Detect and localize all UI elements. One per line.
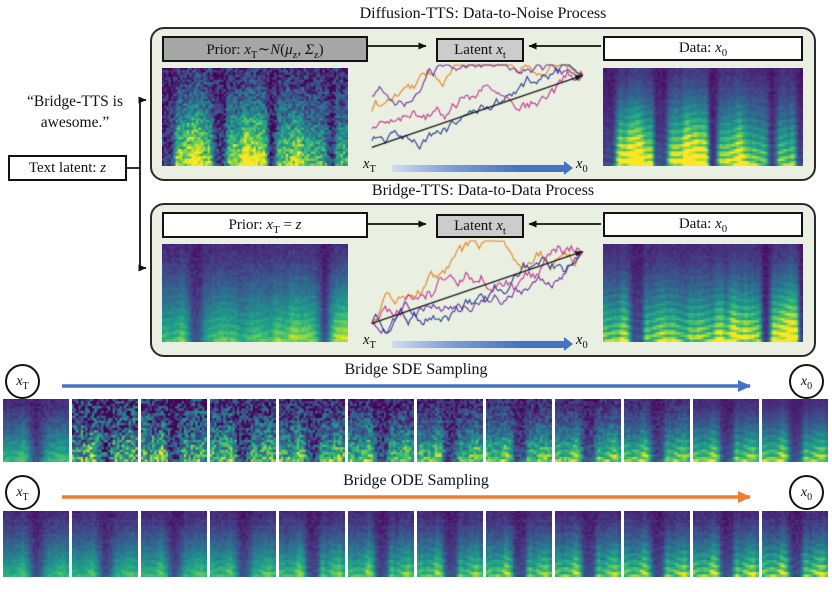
sde-row-title: Bridge SDE Sampling xyxy=(344,361,488,378)
text-latent-box: Text latent: z xyxy=(8,155,127,181)
sde-sample-frame xyxy=(555,399,621,462)
ode-sample-frame xyxy=(693,511,759,577)
bridge-data-label: Data: x0 xyxy=(678,216,728,235)
sde-sample-frame xyxy=(762,399,828,462)
sde-sample-frame xyxy=(624,399,690,462)
ode-frame-strip xyxy=(3,511,829,577)
ode-sample-frame xyxy=(486,511,552,577)
diffusion-latent-label: Latent xt xyxy=(454,41,506,61)
diffusion-latent-box: Latent xt xyxy=(436,38,524,62)
sde-x0-node: x0 xyxy=(789,364,824,399)
sde-sample-frame xyxy=(141,399,207,462)
bridge-prior-label: Prior: xT = z xyxy=(228,216,302,236)
sde-xT-label: xT xyxy=(16,373,29,392)
input-quote: “Bridge-TTS is awesome.” xyxy=(4,92,146,134)
sde-sample-frame xyxy=(72,399,138,462)
ode-sample-frame xyxy=(624,511,690,577)
diffusion-panel: Prior: xT∼N(μz, Σz) Latent xt Data: x0 x… xyxy=(150,27,816,181)
diffusion-prior-spectrogram xyxy=(162,68,348,166)
sde-sample-frame xyxy=(486,399,552,462)
sde-sample-frame xyxy=(210,399,276,462)
ode-sample-frame xyxy=(3,511,69,577)
ode-sample-frame xyxy=(141,511,207,577)
diffusion-prior-label: Prior: xT∼N(μz, Σz) xyxy=(206,41,324,61)
bridge-panel-title: Bridge-TTS: Data-to-Data Process xyxy=(371,182,595,199)
diffusion-time-arrow xyxy=(392,161,573,175)
sde-x0-label: x0 xyxy=(800,373,813,392)
bridge-xT-label: xT xyxy=(363,332,376,351)
ode-sample-frame xyxy=(72,511,138,577)
diffusion-data-label: Data: x0 xyxy=(678,40,728,59)
ode-xT-label: xT xyxy=(16,484,29,503)
bridge-x0-label: x0 xyxy=(576,332,588,351)
diffusion-x0-label: x0 xyxy=(576,156,588,175)
ode-x0-label: x0 xyxy=(800,484,813,503)
diffusion-panel-title: Diffusion-TTS: Data-to-Noise Process xyxy=(359,5,607,22)
diffusion-xT-label: xT xyxy=(363,156,376,175)
ode-row-title: Bridge ODE Sampling xyxy=(343,472,489,489)
sde-sample-frame xyxy=(279,399,345,462)
diffusion-data-spectrogram xyxy=(603,68,803,166)
ode-sample-frame xyxy=(210,511,276,577)
bridge-prior-spectrogram xyxy=(162,244,348,342)
diffusion-prior-box: Prior: xT∼N(μz, Σz) xyxy=(162,36,368,62)
bridge-data-spectrogram xyxy=(603,244,803,342)
sde-sample-frame xyxy=(3,399,69,462)
ode-sample-frame xyxy=(279,511,345,577)
bridge-prior-box: Prior: xT = z xyxy=(162,212,368,238)
sde-sample-frame xyxy=(348,399,414,462)
bridge-time-arrow xyxy=(392,337,573,351)
bridge-latent-label: Latent xt xyxy=(454,217,506,237)
text-latent-label: Text latent: z xyxy=(28,159,107,176)
ode-sample-frame xyxy=(348,511,414,577)
sde-frame-strip xyxy=(3,399,829,462)
ode-sample-frame xyxy=(762,511,828,577)
input-quote-line1: “Bridge-TTS is xyxy=(27,93,123,110)
diffusion-trajectory-plot xyxy=(360,63,597,159)
diffusion-data-box: Data: x0 xyxy=(603,36,803,61)
bridge-panel: Prior: xT = z Latent xt Data: x0 xT x0 xyxy=(150,203,816,357)
input-quote-line2: awesome.” xyxy=(40,113,110,131)
sde-sample-frame xyxy=(417,399,483,462)
sde-sample-frame xyxy=(693,399,759,462)
ode-x0-node: x0 xyxy=(789,475,824,510)
bridge-latent-box: Latent xt xyxy=(436,214,524,238)
bridge-trajectory-plot xyxy=(360,239,597,335)
sde-xT-node: xT xyxy=(5,364,40,399)
ode-sample-frame xyxy=(417,511,483,577)
ode-xT-node: xT xyxy=(5,475,40,510)
ode-sample-frame xyxy=(555,511,621,577)
bridge-data-box: Data: x0 xyxy=(603,212,803,237)
